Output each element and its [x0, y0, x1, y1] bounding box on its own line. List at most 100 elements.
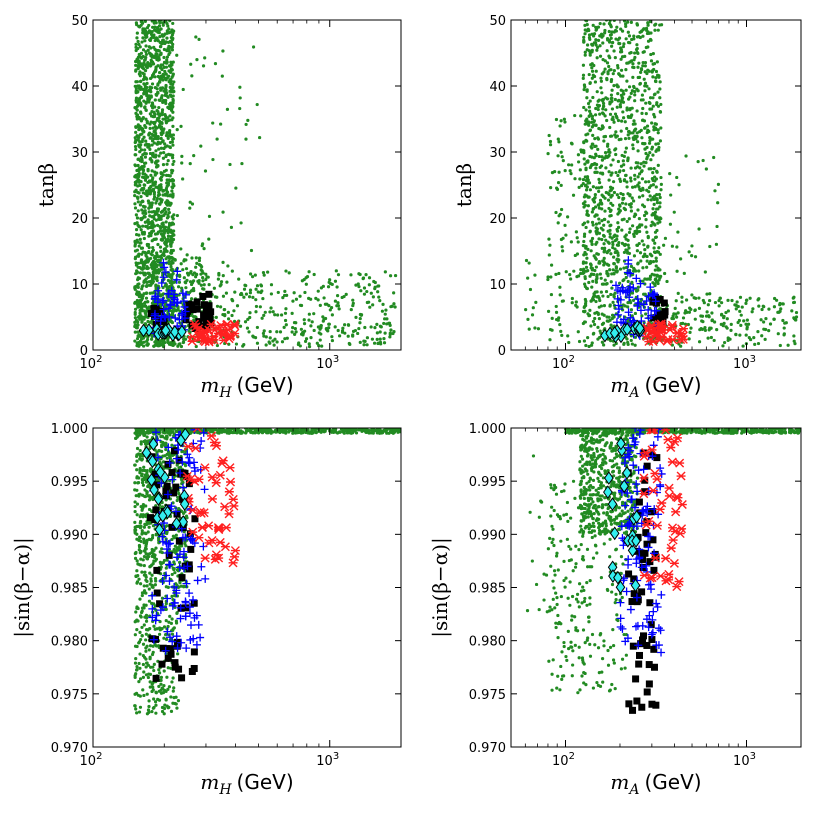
point-green [641, 34, 645, 38]
point-green [387, 321, 392, 325]
point-green [632, 65, 636, 70]
point-green [603, 151, 608, 155]
point-green [146, 275, 150, 279]
point-green [140, 40, 144, 44]
point-green [708, 298, 712, 303]
point-green [190, 202, 195, 206]
point-green [157, 147, 161, 151]
point-green [716, 182, 721, 187]
point-green [164, 238, 168, 242]
point-green [554, 310, 559, 314]
point-green [620, 201, 625, 205]
point-green [593, 80, 598, 84]
point-green [626, 243, 630, 247]
point-green [528, 287, 533, 292]
point-green [162, 188, 166, 193]
point-green [697, 340, 702, 344]
point-green [679, 321, 683, 326]
point-green [687, 337, 691, 341]
point-green [619, 27, 623, 31]
point-green [677, 183, 681, 187]
point-green [526, 276, 530, 280]
point-green [238, 85, 242, 89]
point-green [624, 24, 628, 28]
point-green [140, 199, 145, 203]
point-green [590, 120, 594, 124]
point-green [609, 292, 613, 297]
point-green [601, 41, 605, 45]
point-green [607, 192, 611, 197]
point-green [137, 244, 141, 248]
point-green [133, 312, 137, 316]
point-green [602, 343, 606, 347]
point-green [335, 304, 339, 308]
point-green [365, 289, 369, 294]
point-green [620, 119, 624, 123]
point-green [138, 45, 142, 49]
point-green [588, 188, 592, 192]
point-green [243, 283, 247, 287]
point-green [625, 126, 629, 131]
point-green [351, 303, 355, 308]
point-green [633, 343, 637, 347]
point-green [578, 168, 582, 172]
point-green [586, 336, 590, 340]
point-green [364, 430, 368, 434]
point-green [133, 84, 137, 88]
point-green [197, 259, 201, 263]
point-green [782, 326, 786, 330]
point-green [621, 110, 625, 114]
point-green [590, 210, 594, 214]
point-green [287, 271, 291, 275]
point-green [591, 279, 595, 283]
point-green [158, 70, 162, 75]
point-green [676, 230, 680, 234]
point-green [583, 203, 587, 207]
point-green [155, 163, 159, 167]
point-green [756, 341, 761, 346]
point-green [576, 274, 581, 278]
point-green [772, 296, 777, 301]
point-green [591, 95, 595, 100]
point-blue [612, 281, 621, 290]
point-green [588, 99, 592, 103]
point-green [135, 23, 139, 27]
point-red [656, 328, 666, 338]
point-green [171, 42, 175, 46]
point-green [616, 92, 620, 96]
point-green [204, 277, 208, 282]
point-green [590, 42, 594, 46]
point-blue [157, 278, 166, 287]
point-green [701, 158, 705, 163]
point-green [619, 88, 623, 92]
point-green [316, 325, 321, 329]
point-green [643, 84, 647, 88]
point-green [335, 294, 340, 298]
point-green [581, 63, 586, 67]
point-green [253, 431, 257, 435]
point-green [576, 330, 580, 334]
point-green [605, 118, 609, 123]
point-green [142, 236, 146, 241]
point-green [621, 196, 625, 201]
point-blue [151, 314, 160, 323]
point-blue [618, 283, 627, 292]
point-green [703, 270, 707, 274]
point-green [141, 127, 145, 131]
point-green [648, 150, 652, 155]
point-green [643, 64, 647, 68]
point-green [133, 193, 137, 198]
point-green [669, 193, 673, 197]
point-green [373, 326, 377, 330]
point-green [330, 313, 334, 317]
point-green [136, 157, 141, 161]
point-green [622, 341, 626, 345]
point-green [169, 223, 173, 227]
point-green [588, 128, 593, 132]
point-green [713, 300, 718, 305]
point-green [170, 75, 174, 79]
point-green [159, 136, 163, 141]
point-green [599, 276, 603, 280]
point-green [146, 300, 150, 304]
point-green [165, 181, 169, 185]
